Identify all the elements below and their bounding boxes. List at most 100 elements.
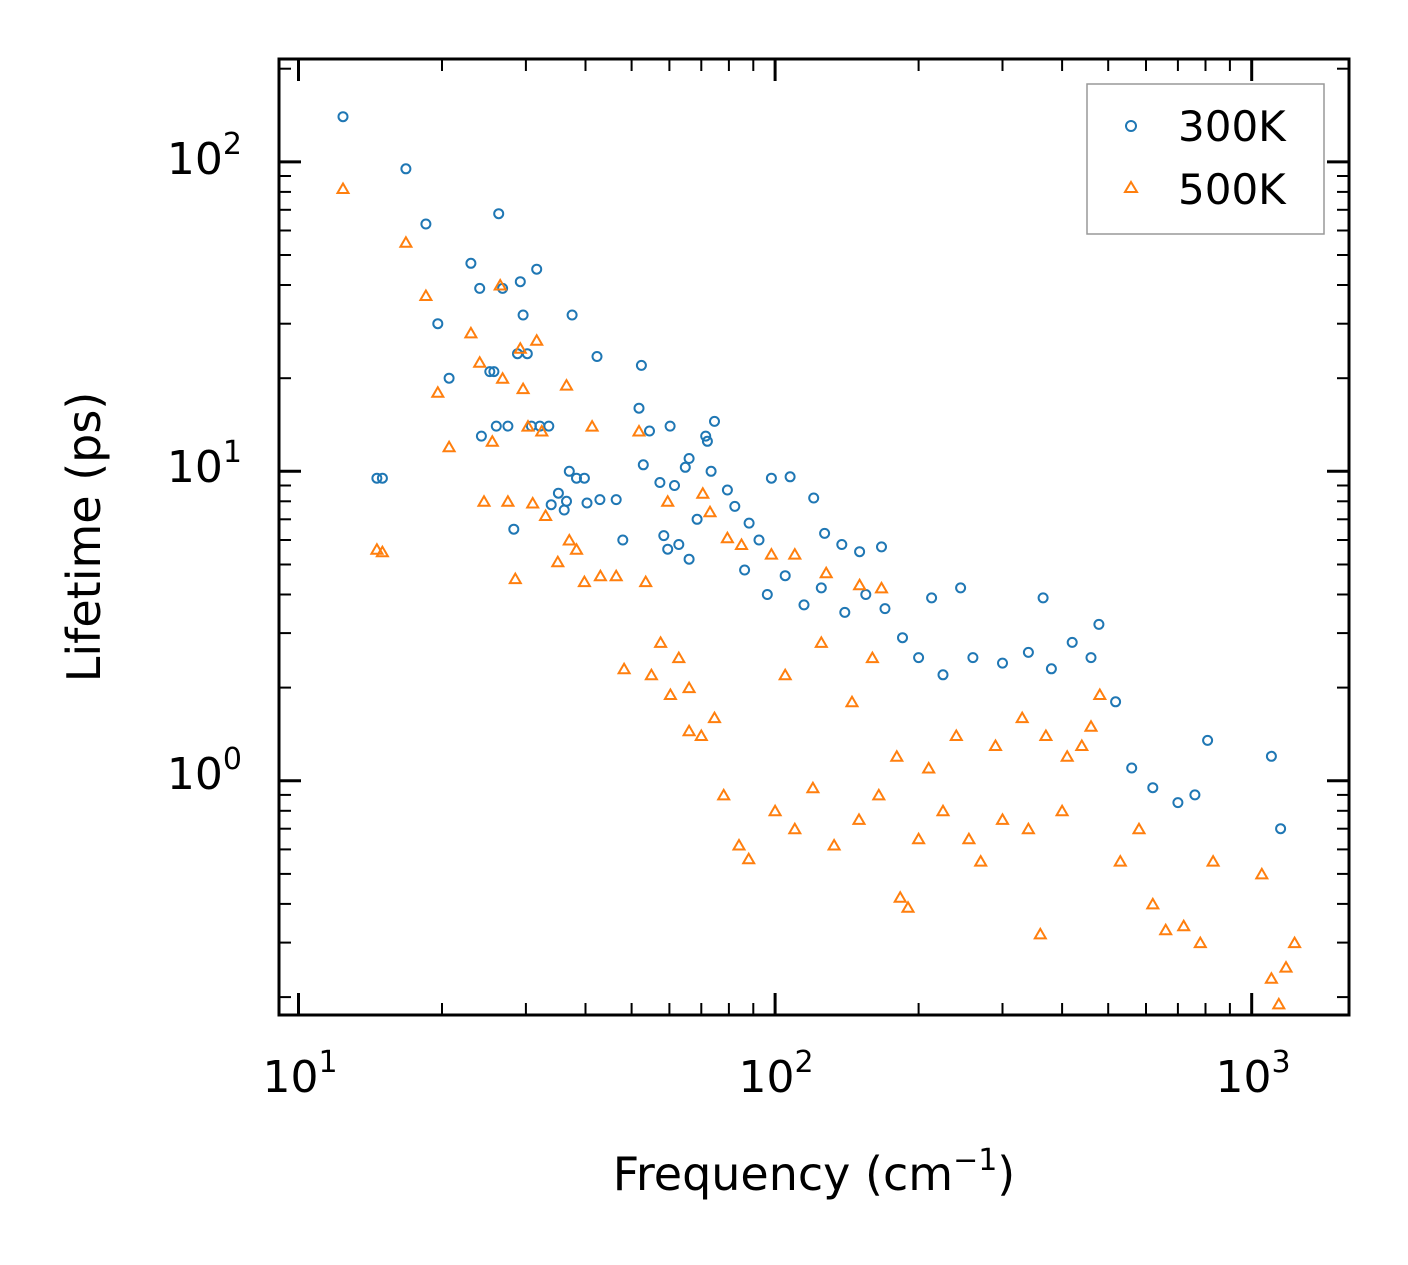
data-point-500k (731, 838, 747, 851)
data-point-300k (1045, 663, 1057, 675)
data-point-500k (1033, 926, 1048, 940)
data-point-300k (955, 582, 967, 594)
data-point-500k (844, 694, 860, 708)
data-point-300k (571, 472, 582, 484)
data-point-500k (562, 533, 577, 546)
legend-label-300k: 300K (1178, 102, 1287, 151)
data-point-300k (913, 652, 925, 664)
data-point-300k (474, 282, 486, 294)
data-point-500k (1287, 935, 1302, 949)
data-point-500k (529, 333, 544, 346)
data-point-500k (538, 508, 553, 521)
data-point-500k (616, 661, 632, 675)
data-point-500k (874, 580, 889, 594)
data-point-500k (608, 568, 624, 582)
data-point-300k (610, 494, 622, 506)
data-point-500k (559, 378, 574, 391)
data-point-300k (488, 366, 500, 378)
data-point-500k (1131, 821, 1147, 835)
data-point-300k (1022, 646, 1034, 658)
data-point-300k (784, 471, 796, 483)
data-point-500k (492, 278, 508, 291)
data-point-500k (513, 341, 528, 354)
data-point-300k (552, 487, 564, 499)
data-point-500k (921, 761, 936, 774)
x-tick-label: 101 (262, 1045, 337, 1103)
data-point-300k (808, 492, 820, 504)
data-point-300k (637, 459, 649, 471)
data-point-300k (517, 309, 529, 321)
data-point-500k (1145, 896, 1161, 910)
data-point-500k (335, 181, 351, 194)
data-point-300k (1265, 750, 1277, 762)
data-point-500k (495, 371, 510, 384)
data-point-500k (398, 235, 414, 248)
data-point-300k (879, 603, 891, 615)
data-point-300k (997, 657, 1008, 669)
data-point-300k (839, 606, 851, 618)
data-point-500k (520, 419, 536, 432)
data-point-300k (739, 564, 751, 576)
data-point-300k (926, 592, 938, 604)
data-point-300k (721, 484, 733, 496)
data-point-500k (508, 571, 523, 585)
data-point-500k (550, 554, 566, 568)
data-point-500k (935, 803, 951, 817)
data-point-300k (1189, 789, 1201, 801)
data-point-300k (443, 372, 455, 384)
data-point-500k (1054, 803, 1070, 817)
data-point-500k (741, 851, 756, 865)
data-point-500k (485, 434, 500, 447)
data-point-500k (716, 787, 731, 801)
data-point-500k (805, 780, 821, 794)
data-point-300k (1202, 734, 1214, 746)
data-point-300k (937, 669, 949, 681)
data-point-300k (669, 480, 680, 491)
y-tick-label: 100 (167, 742, 242, 800)
data-point-300k (664, 420, 676, 432)
data-point-500k (663, 687, 678, 700)
data-point-500k (534, 424, 550, 437)
data-point-500k (892, 890, 908, 903)
data-point-300k (502, 420, 514, 432)
data-point-300k (633, 402, 645, 414)
data-point-500k (911, 831, 926, 845)
data-point-500k (995, 812, 1010, 825)
data-point-300k (475, 430, 487, 442)
data-point-300k (514, 276, 526, 288)
data-point-300k (400, 163, 412, 175)
data-point-500k (1254, 866, 1270, 880)
data-point-500k (1083, 719, 1099, 732)
data-point-500k (949, 728, 964, 741)
data-point-300k (566, 309, 578, 321)
x-tick-label: 102 (738, 1045, 813, 1103)
data-point-300k (558, 504, 570, 516)
data-point-300k (729, 500, 741, 512)
data-point-500k (961, 831, 977, 845)
data-point-500k (1278, 960, 1294, 973)
data-point-500k (369, 542, 385, 555)
data-point-300k (617, 534, 629, 546)
data-point-300k (654, 477, 666, 488)
y-tick-label: 101 (167, 435, 242, 493)
data-point-300k (765, 472, 777, 484)
data-point-300k (679, 461, 691, 473)
data-point-300k (432, 318, 444, 330)
data-point-500k (988, 738, 1003, 751)
data-point-500k (1113, 854, 1128, 867)
data-point-300k (897, 632, 908, 644)
data-point-500k (852, 577, 867, 591)
data-point-300k (420, 218, 432, 230)
data-point-300k (493, 208, 505, 220)
plot-frame (277, 57, 1351, 1017)
data-point-300k (635, 359, 647, 371)
data-point-500k (818, 565, 834, 579)
data-point-500k (638, 574, 653, 588)
data-point-500k (889, 749, 905, 762)
data-point-500k (695, 486, 711, 499)
data-point-300k (337, 111, 349, 123)
data-point-500k (1014, 710, 1030, 724)
data-point-500k (1264, 971, 1279, 984)
data-point-500k (584, 419, 600, 432)
legend-label-500k: 500K (1178, 165, 1287, 214)
